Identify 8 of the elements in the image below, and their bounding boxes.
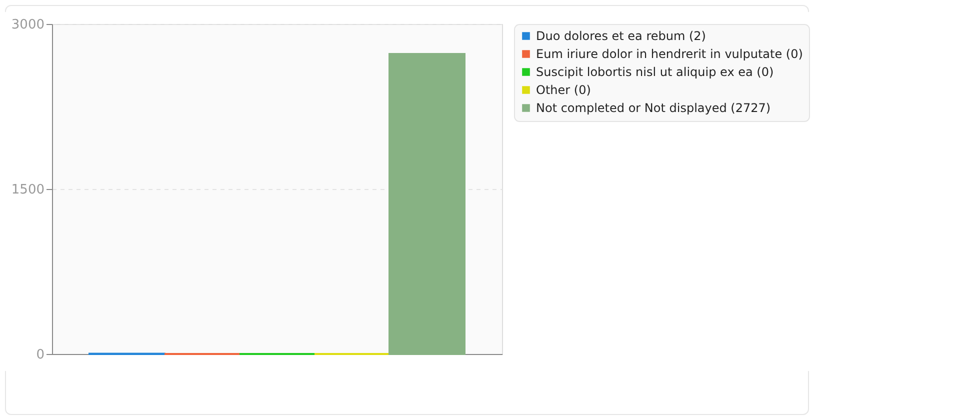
legend-label: Suscipit lobortis nisl ut aliquip ex ea (0) <box>536 65 774 79</box>
legend-label: Not completed or Not displayed (2727) <box>536 101 771 115</box>
legend-label: Other (0) <box>536 83 591 97</box>
legend-label: Eum iriure dolor in hendrerit in vulputate (0) <box>536 47 803 61</box>
y-tick-label: 3000 <box>11 18 44 32</box>
y-tick-label: 1500 <box>11 182 44 198</box>
legend-label: Duo dolores et ea rebum (2) <box>536 29 706 43</box>
y-tick-label: 0 <box>36 348 44 362</box>
